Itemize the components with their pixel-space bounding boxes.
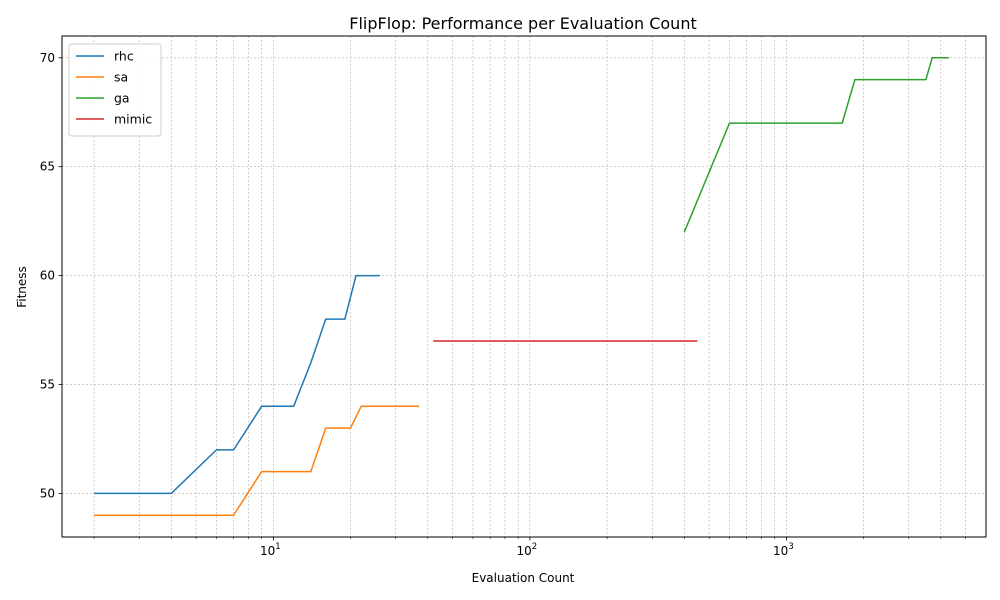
y-tick-label: 65	[40, 160, 55, 174]
y-tick-label: 70	[40, 51, 55, 65]
legend-label-ga: ga	[114, 91, 130, 106]
axis-ticks: 101 102 103 50 55 60 65 70	[40, 51, 966, 558]
legend-label-rhc: rhc	[114, 49, 134, 64]
series-line-ga	[683, 57, 949, 233]
legend-label-mimic: mimic	[114, 112, 152, 127]
y-tick-label: 60	[40, 269, 55, 283]
x-tick-label: 102	[517, 542, 538, 558]
y-tick-label: 55	[40, 378, 55, 392]
series-line-sa	[94, 405, 420, 516]
legend-box	[68, 43, 162, 137]
y-tick-label: 50	[40, 486, 55, 500]
grid	[62, 36, 986, 537]
x-tick-label: 103	[773, 542, 794, 558]
chart-title: FlipFlop: Performance per Evaluation Cou…	[349, 14, 696, 33]
x-tick-label: 101	[260, 542, 281, 558]
series-lines	[94, 57, 949, 516]
legend-label-sa: sa	[114, 70, 128, 85]
x-axis-label: Evaluation Count	[472, 571, 575, 585]
plot-frame	[61, 35, 987, 538]
legend: rhc sa ga mimic	[68, 43, 162, 137]
y-axis-label: Fitness	[15, 266, 29, 308]
series-line-rhc	[94, 274, 380, 495]
